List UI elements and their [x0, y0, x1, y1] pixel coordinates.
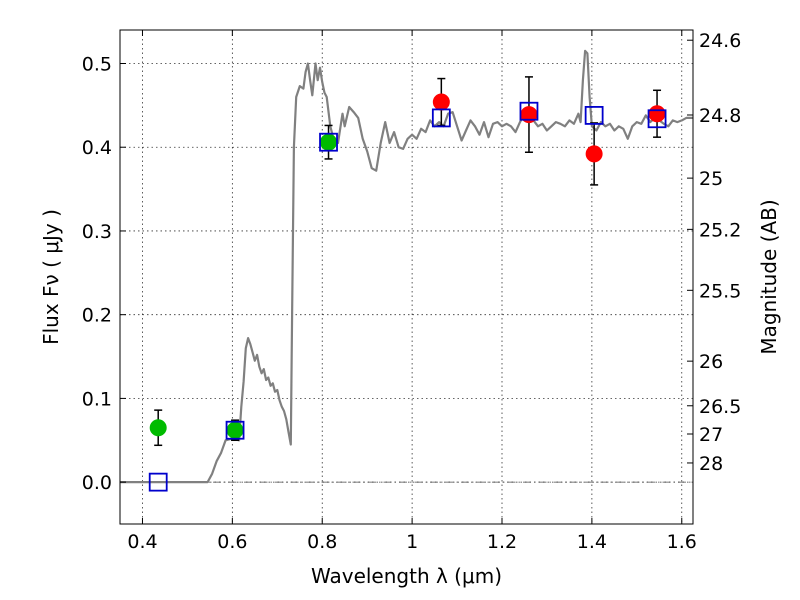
- model-point-3-4: [519, 101, 539, 121]
- x-tick-label-0: 0.4: [127, 531, 157, 553]
- right-tick-label-4: 25.5: [699, 280, 741, 302]
- y-tick-label-2: 0.2: [82, 305, 112, 327]
- right-tick-label-8: 28: [699, 453, 723, 475]
- right-tick-label-2: 25: [699, 168, 723, 190]
- right-axis-label: Magnitude (AB): [757, 199, 781, 354]
- data-point-2-0: [432, 93, 450, 111]
- right-tick-label-0: 24.6: [699, 30, 741, 52]
- data-point-1-2: [320, 133, 338, 151]
- data-point-2-2: [585, 145, 603, 163]
- right-tick-label-7: 27: [699, 424, 723, 446]
- y-tick-label-4: 0.4: [82, 137, 112, 159]
- model-point-3-5: [584, 106, 604, 125]
- y-axis-label: Flux Fν ( μJy ): [39, 209, 63, 345]
- model-point-3-3: [431, 108, 451, 128]
- y-tick-label-1: 0.1: [82, 388, 112, 410]
- x-axis-label: Wavelength λ (μm): [311, 564, 502, 588]
- x-tick-label-1: 0.6: [217, 531, 247, 553]
- plot-frame: [119, 29, 694, 525]
- right-tick-label-6: 26.5: [699, 396, 741, 418]
- y-tick-label-0: 0.0: [82, 472, 112, 494]
- x-tick-label-5: 1.4: [577, 531, 607, 553]
- right-tick-label-3: 25.2: [699, 219, 741, 241]
- right-tick-label-1: 24.8: [699, 105, 741, 127]
- right-tick-label-5: 26: [699, 351, 723, 373]
- model-spectrum-line: [120, 49, 693, 484]
- y-tick-label-5: 0.5: [82, 53, 112, 75]
- model-point-3-6: [647, 109, 667, 129]
- x-tick-label-2: 0.8: [307, 531, 337, 553]
- data-point-1-0: [149, 419, 167, 437]
- plot-area: [120, 49, 693, 492]
- data-point-2-3: [648, 105, 666, 123]
- grid: [120, 30, 693, 524]
- x-tick-label-4: 1.2: [487, 531, 517, 553]
- x-tick-label-6: 1.6: [667, 531, 697, 553]
- y-tick-label-3: 0.3: [82, 221, 112, 243]
- model-point-3-2: [319, 132, 338, 152]
- model-point-3-0: [148, 472, 168, 492]
- axis-ticks: 0.4 0.6 0.8 1 1.2 1.4 1.6 0.0 0.1 0.2 0.3 0.4 0.5 24.…: [82, 30, 741, 553]
- model-point-3-1: [225, 420, 245, 440]
- x-tick-label-3: 1: [406, 531, 418, 553]
- data-point-1-1: [226, 421, 244, 439]
